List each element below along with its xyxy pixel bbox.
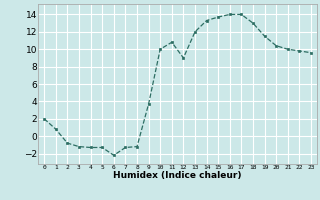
X-axis label: Humidex (Indice chaleur): Humidex (Indice chaleur) <box>113 171 242 180</box>
